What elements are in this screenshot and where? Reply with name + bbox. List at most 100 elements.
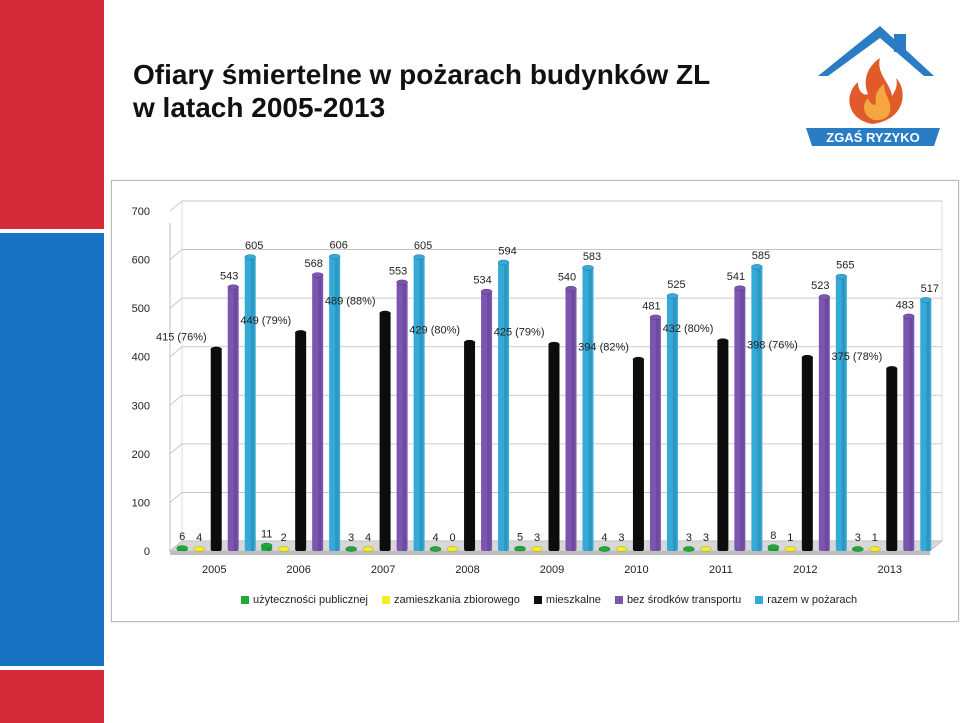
y-tick-label: 0 [144,546,150,558]
bar-shade-2007-2 [385,313,389,551]
data-label-2010-4: 525 [667,279,685,291]
data-label-2008-1: 0 [449,532,455,544]
bar-cap-2010-3 [649,314,662,321]
legend-item-1: zamieszkania zbiorowego [381,594,520,606]
data-label-2013-0: 3 [855,532,861,544]
bar-cap-2006-2 [294,330,307,336]
bar-cap-2012-3 [818,294,831,300]
data-label-2006-3: 568 [304,258,322,270]
x-tick-label-2013: 2013 [878,564,902,576]
x-tick-label-2006: 2006 [286,564,310,576]
data-label-2013-4: 517 [921,283,939,295]
bar-2011-3 [734,288,746,551]
data-label-2008-0: 4 [432,532,438,544]
bar-2012-4 [835,276,847,551]
left-accent-blue [0,233,104,666]
bar-shade-2011-2 [723,341,727,551]
bar-cap-2012-4 [835,273,848,280]
bar-2010-2 [632,359,644,551]
y-tick-label: 400 [132,352,150,364]
chart-legend: użyteczności publicznej zamieszkania zbio… [241,594,857,606]
data-label-2006-0: 11 [261,529,272,541]
bar-2013-4 [920,299,932,551]
bar-2010-3 [649,317,661,551]
bar-cap-2005-1 [193,546,205,552]
data-label-2007-1: 4 [365,532,371,544]
data-label-2010-0: 4 [601,532,607,544]
gridline-depth [169,394,183,406]
legend-item-4: razem w pożarach [755,594,857,606]
y-tick-label: 100 [132,497,150,509]
bar-cap-2008-1 [446,546,459,552]
bar-2009-3 [565,288,577,551]
bar-2006-4 [329,256,341,551]
data-label-2007-3: 553 [389,265,407,277]
bar-cap-2011-0 [683,546,695,552]
bar-cap-2013-0 [852,546,864,552]
y-tick-label: 600 [132,255,150,267]
bar-shade-2009-4 [588,267,592,551]
bar-shade-2005-3 [233,287,238,551]
data-label-2005-4: 605 [245,240,263,252]
bar-2008-4 [498,262,510,551]
bar-cap-2006-0 [260,542,273,549]
bar-cap-2009-2 [548,341,560,348]
bar-cap-2011-2 [717,338,729,344]
bar-cap-2008-3 [480,288,493,295]
bar-shade-2006-0 [267,545,271,551]
bar-shade-2010-4 [672,296,677,551]
gridline-depth [169,346,183,358]
bar-cap-2010-1 [615,546,628,552]
bar-2007-4 [413,257,425,551]
bar-cap-2007-2 [379,310,391,317]
bar-cap-2009-0 [514,545,526,552]
bar-2007-2 [379,313,391,551]
gridline-depth [169,492,183,503]
bar-shade-2012-3 [824,296,829,551]
gridline-depth [169,297,183,309]
bar-cap-2006-4 [328,253,341,260]
data-label-2008-3: 534 [473,275,491,287]
bar-cap-2006-3 [311,272,324,278]
bar-cap-2013-1 [869,546,881,552]
data-label-2007-0: 3 [348,532,354,544]
bar-shade-2005-2 [216,349,221,551]
bar-cap-2010-0 [598,546,611,552]
data-label-2008-4: 594 [498,245,516,257]
bar-2005-2 [210,349,222,551]
data-label-2009-0: 5 [517,532,523,544]
bar-cap-2011-3 [734,285,746,291]
bar-2013-2 [886,368,898,551]
data-label-2005-2: 415 (76%) [156,331,207,343]
data-label-2011-1: 3 [703,532,709,544]
data-label-2007-2: 489 (88%) [325,295,376,307]
bar-cap-2006-1 [277,546,290,552]
bar-shade-2005-4 [250,257,255,551]
bar-shade-2011-3 [740,288,744,551]
data-label-2005-3: 543 [220,270,238,282]
y-tick-label: 200 [132,449,150,461]
legend-item-3: bez środków transportu [614,594,741,606]
chart-frame: 0 100 200 300 400 500 600 700 6 4 415 (76%) 543 605 2… [111,180,959,622]
legend-swatch-0 [241,596,249,604]
bar-cap-2005-4 [244,254,256,260]
data-label-2011-3: 541 [727,271,745,283]
data-label-2012-1: 1 [787,532,793,544]
data-label-2010-3: 481 [642,300,660,312]
y-tick-label: 300 [132,400,150,412]
data-label-2009-1: 3 [534,532,540,544]
data-label-2009-4: 583 [583,251,601,263]
x-tick-label-2012: 2012 [793,564,817,576]
bar-shade-2010-3 [655,317,660,551]
data-label-2007-4: 605 [414,240,432,252]
data-label-2011-0: 3 [686,532,692,544]
bar-cap-2007-3 [396,279,408,286]
bar-2006-2 [295,332,307,551]
bar-2008-2 [464,342,476,551]
legend-swatch-3 [614,596,623,604]
bar-cap-2013-4 [920,297,932,303]
bar-cap-2013-3 [903,313,915,320]
bar-cap-2008-2 [463,339,476,346]
data-label-2013-2: 375 (78%) [832,351,883,363]
